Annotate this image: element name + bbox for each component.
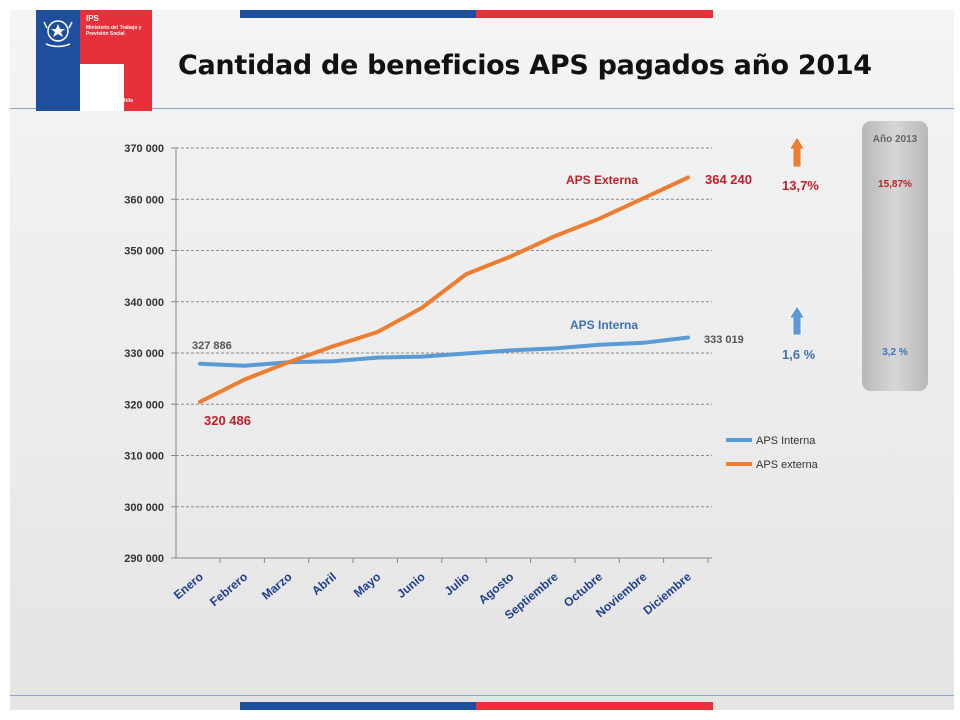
bottom-stripe-red bbox=[476, 702, 713, 710]
bottom-stripe-blue bbox=[240, 702, 476, 710]
legend-label-externa: APS externa bbox=[756, 459, 819, 471]
chile-coat-of-arms-icon bbox=[43, 20, 73, 48]
top-stripe-red bbox=[476, 10, 713, 18]
government-logo: IPS Ministerio del Trabajo y Previsión S… bbox=[36, 10, 152, 111]
slide-background bbox=[10, 10, 954, 710]
y-tick-label: 320 000 bbox=[124, 399, 164, 411]
externa-growth-label: 13,7% bbox=[782, 178, 819, 193]
y-tick-label: 370 000 bbox=[124, 143, 164, 155]
x-tick-label: Junio bbox=[394, 570, 428, 601]
legend-label-interna: APS Interna bbox=[756, 435, 816, 447]
x-tick-label: Agosto bbox=[476, 570, 517, 607]
externa-start-label: 320 486 bbox=[204, 413, 251, 428]
y-tick-label: 360 000 bbox=[124, 194, 164, 206]
y-tick-label: 300 000 bbox=[124, 502, 164, 514]
externa-end-label: 364 240 bbox=[705, 172, 752, 187]
y-tick-label: 310 000 bbox=[124, 451, 164, 463]
header-divider bbox=[10, 108, 954, 109]
x-tick-label: Julio bbox=[442, 570, 472, 599]
y-tick-label: 350 000 bbox=[124, 246, 164, 258]
interna-up-arrow-icon bbox=[788, 305, 806, 336]
x-tick-label: Abril bbox=[309, 570, 339, 598]
top-stripe-blue bbox=[240, 10, 476, 18]
interna-start-label: 327 886 bbox=[192, 340, 232, 352]
x-tick-label: Febrero bbox=[207, 570, 250, 609]
externa-series-label: APS Externa bbox=[566, 173, 638, 187]
y-tick-label: 340 000 bbox=[124, 297, 164, 309]
x-tick-label: Marzo bbox=[259, 570, 295, 603]
series-line-aps-interna bbox=[198, 335, 690, 368]
x-tick-label: Mayo bbox=[351, 570, 384, 600]
logo-government: Gobierno de Chile bbox=[86, 98, 134, 104]
interna-series-label: APS Interna bbox=[570, 318, 638, 332]
year-2013-interna-value: 3,2 % bbox=[882, 347, 908, 358]
x-tick-label: Diciembre bbox=[640, 569, 694, 617]
interna-growth-label: 1,6 % bbox=[782, 347, 816, 362]
year-2013-title: Año 2013 bbox=[872, 134, 918, 145]
x-tick-label: Enero bbox=[171, 570, 206, 603]
y-tick-label: 290 000 bbox=[124, 553, 164, 565]
footer-divider bbox=[10, 695, 954, 696]
series-line-aps-externa bbox=[198, 175, 690, 404]
logo-acronym: IPS bbox=[86, 14, 99, 23]
y-tick-label: 330 000 bbox=[124, 348, 164, 360]
interna-end-label: 333 019 bbox=[704, 334, 744, 346]
year-2013-panel: Año 2013 15,87% 3,2 % bbox=[862, 121, 928, 391]
year-2013-externa-value: 15,87% bbox=[878, 179, 912, 190]
externa-up-arrow-icon bbox=[788, 136, 806, 168]
logo-ministry: Ministerio del Trabajo y Previsión Socia… bbox=[86, 25, 142, 37]
page-title: Cantidad de beneficios APS pagados año 2… bbox=[178, 50, 872, 81]
